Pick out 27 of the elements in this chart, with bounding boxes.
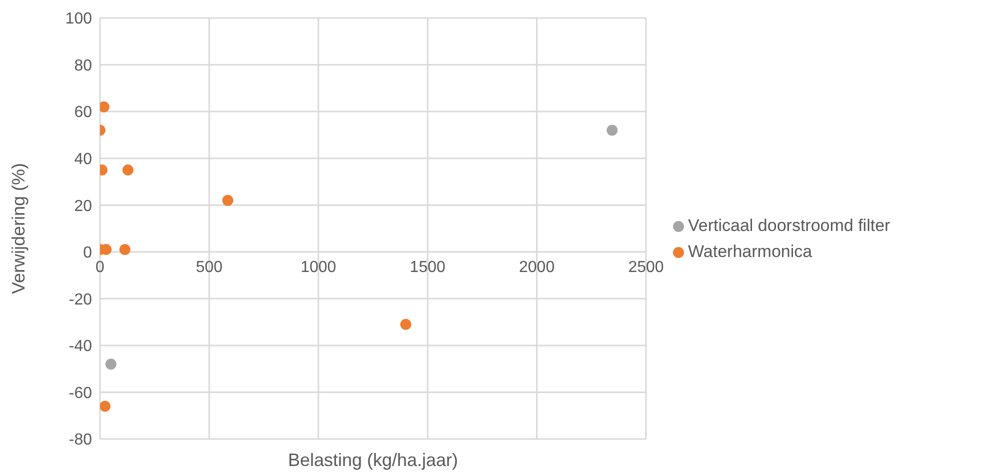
x-tick-label: 1000 [300,258,336,276]
point [119,244,130,256]
y-tick-label: 100 [65,10,92,28]
y-tick-label: 40 [74,151,92,168]
x-tick-label: 2000 [519,258,555,276]
y-axis-title: Verwijdering (%) [8,162,28,294]
y-tick-label: 60 [74,104,92,122]
y-tick-label: 80 [74,57,92,74]
legend-label: Verticaal doorstroomd filter [688,216,890,235]
y-tick-label: -20 [68,291,92,308]
point [222,194,234,206]
y-tick-label: -60 [68,384,92,402]
y-tick-label: 0 [83,244,92,262]
point [100,400,111,412]
y-tick-label: -80 [68,432,92,449]
x-tick-label: 500 [196,258,223,276]
x-axis-title: Belasting (kg/ha.jaar) [288,450,458,470]
x-tick-label: 2500 [628,258,664,276]
point [105,358,116,370]
legend-label: Waterharmonica [688,242,812,261]
x-tick-label: 1500 [410,258,446,276]
point [400,318,412,330]
y-tick-label: 20 [74,198,92,215]
y-tick-label: -40 [68,338,92,356]
x-tick-label: 0 [96,258,105,276]
point [606,124,618,136]
point [122,164,134,176]
